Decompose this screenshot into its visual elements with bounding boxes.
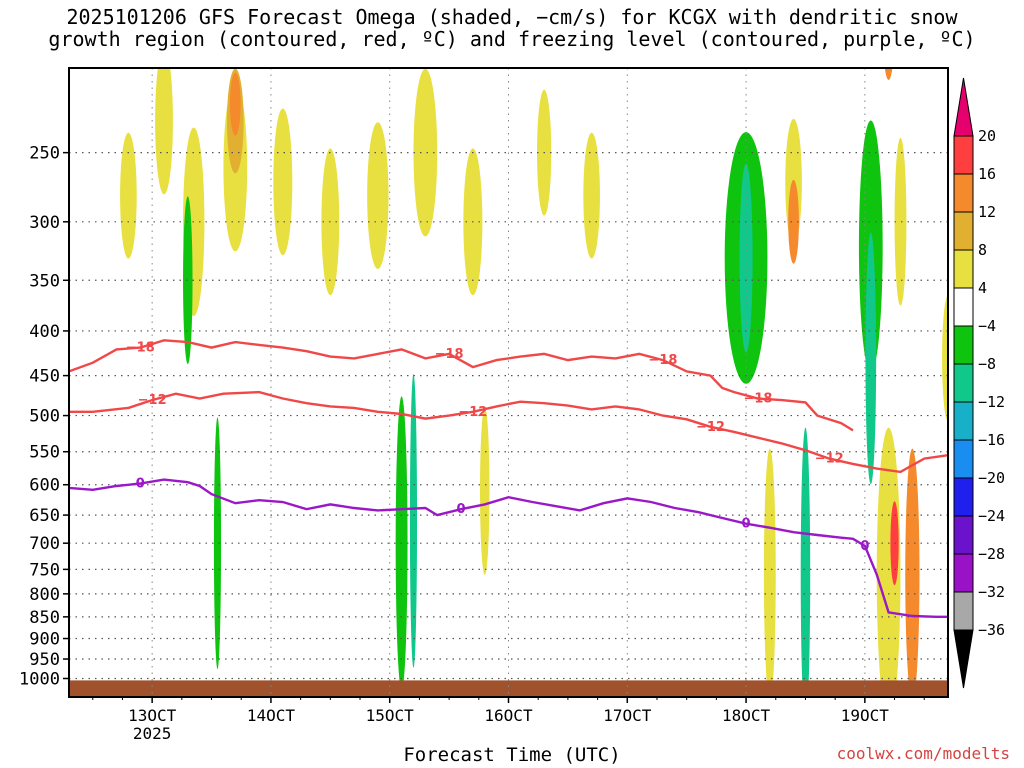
- contour-label: −12: [138, 393, 167, 408]
- colorbar-segment: [953, 287, 974, 327]
- colorbar-top-arrow: [953, 77, 974, 137]
- x-tick-label: 13OCT: [128, 706, 177, 725]
- contour-line: [69, 390, 949, 474]
- colorbar-label: −24: [978, 507, 1005, 525]
- contour-label: −12: [696, 420, 725, 435]
- omega-patch: [800, 427, 811, 697]
- ground-band: [69, 680, 948, 697]
- y-tick-label: 650: [29, 506, 60, 526]
- y-tick-label: 350: [29, 271, 60, 291]
- omega-patch: [120, 132, 137, 259]
- chart-title-line2: growth region (contoured, red, ºC) and f…: [48, 27, 976, 51]
- x-tick-label: 18OCT: [722, 706, 771, 725]
- omega-patch: [413, 68, 438, 237]
- omega-patch: [409, 374, 418, 668]
- omega-patch: [583, 132, 600, 259]
- x-tick-label: 19OCT: [841, 706, 890, 725]
- x-tick-label: 15OCT: [366, 706, 415, 725]
- colorbar-label: −28: [978, 545, 1005, 563]
- colorbar-segment: [953, 173, 974, 213]
- colorbar-segment: [953, 553, 974, 593]
- colorbar-label: −12: [978, 393, 1005, 411]
- colorbar-segment: [953, 325, 974, 365]
- y-tick-label: 750: [29, 560, 60, 580]
- y-tick-label: 900: [29, 630, 60, 650]
- omega-patch: [763, 448, 776, 697]
- omega-patch: [367, 122, 389, 270]
- y-tick-label: 850: [29, 608, 60, 628]
- colorbar-segment: [953, 477, 974, 517]
- omega-patch: [479, 407, 490, 575]
- colorbar-label: 16: [978, 165, 996, 183]
- contour-label: −18: [435, 347, 464, 362]
- colorbar-label: 8: [978, 241, 987, 259]
- y-tick-label: 450: [29, 367, 60, 387]
- y-tick-label: 950: [29, 650, 60, 670]
- y-tick-label: 300: [29, 213, 60, 233]
- contour-label: −18: [126, 341, 155, 356]
- contour-label: 0: [456, 502, 465, 517]
- y-tick-label: 800: [29, 585, 60, 605]
- omega-patch: [273, 108, 293, 256]
- colorbar-bottom-arrow: [953, 629, 974, 689]
- colorbar-segment: [953, 591, 974, 631]
- omega-patch: [788, 179, 799, 264]
- omega-patch: [183, 196, 193, 365]
- colorbar-segment: [953, 135, 974, 175]
- contour-label: 0: [860, 539, 869, 554]
- x-tick-sublabel: 2025: [133, 724, 172, 743]
- chart-title: 2025101206 GFS Forecast Omega (shaded, −…: [0, 6, 1024, 50]
- chart-title-line1: 2025101206 GFS Forecast Omega (shaded, −…: [66, 5, 958, 29]
- colorbar-label: 12: [978, 203, 996, 221]
- colorbar-label: −4: [978, 317, 996, 335]
- x-tick-label: 14OCT: [247, 706, 296, 725]
- colorbar-label: 4: [978, 279, 987, 297]
- colorbar-segment: [953, 401, 974, 441]
- contour-label: −18: [648, 353, 677, 368]
- colorbar-label: −32: [978, 583, 1005, 601]
- omega-patch: [894, 137, 907, 306]
- y-tick-label: 400: [29, 322, 60, 342]
- y-tick-label: 1000: [19, 669, 60, 689]
- colorbar: 20 16 12 8 4 −4 −8 −12 −16 −20 −24 −28 −32 −36: [953, 77, 1005, 689]
- omega-patch: [876, 427, 901, 697]
- omega-patch: [865, 232, 877, 485]
- y-tick-label: 700: [29, 534, 60, 554]
- x-tick-label: 17OCT: [603, 706, 652, 725]
- colorbar-label: −20: [978, 469, 1005, 487]
- contour-label: −18: [743, 391, 772, 406]
- omega-shading: [120, 68, 948, 697]
- y-tick-label: 600: [29, 476, 60, 496]
- colorbar-label: −36: [978, 621, 1005, 639]
- x-axis-label: Forecast Time (UTC): [403, 744, 621, 766]
- omega-patch: [942, 295, 948, 422]
- omega-patch: [213, 417, 222, 669]
- omega-patch: [229, 72, 241, 136]
- y-tick-label: 250: [29, 144, 60, 164]
- contour-label: 0: [742, 517, 751, 532]
- colorbar-segment: [953, 249, 974, 289]
- colorbar-label: −16: [978, 431, 1005, 449]
- omega-patch: [155, 68, 173, 195]
- colorbar-segment: [953, 515, 974, 555]
- colorbar-segment: [953, 211, 974, 251]
- colorbar-label: 20: [978, 127, 996, 145]
- omega-patch: [884, 68, 893, 80]
- colorbar-segment: [953, 439, 974, 479]
- contour-label: −12: [458, 405, 487, 420]
- y-tick-label: 550: [29, 443, 60, 463]
- colorbar-label: −8: [978, 355, 996, 373]
- credit-link[interactable]: coolwx.com/modelts: [836, 744, 1010, 763]
- x-tick-label: 16OCT: [484, 706, 533, 725]
- contour-label: −12: [815, 452, 844, 467]
- contour-label: 0: [136, 476, 145, 491]
- contour-line: [68, 478, 948, 618]
- omega-patch: [905, 448, 920, 697]
- grid-lines: [69, 68, 948, 697]
- contour-line: [68, 339, 854, 432]
- y-tick-label: 500: [29, 407, 60, 427]
- colorbar-segment: [953, 363, 974, 403]
